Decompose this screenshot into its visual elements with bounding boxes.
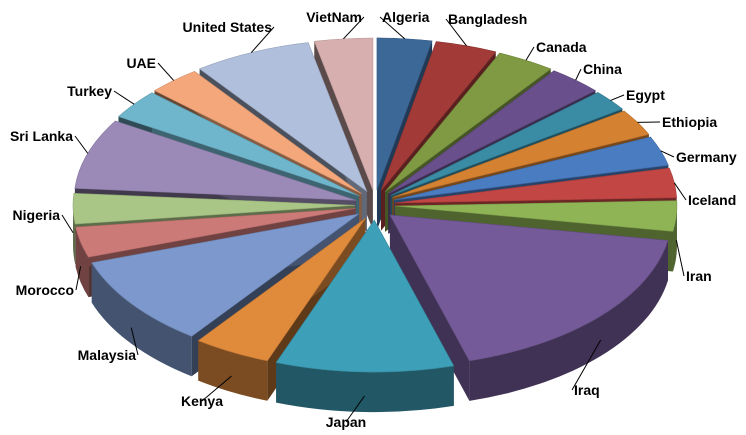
slice-side	[198, 340, 268, 401]
leader-line	[660, 150, 675, 158]
slice-side	[276, 362, 454, 413]
slice-top	[313, 37, 374, 191]
slice-top	[117, 92, 360, 197]
leader-line	[74, 135, 89, 154]
leader-line	[610, 94, 625, 101]
slice-side	[73, 205, 76, 265]
leader-line	[673, 182, 687, 201]
slice-side	[75, 227, 89, 298]
leader-line	[157, 62, 175, 81]
slice-label: Japan	[326, 414, 366, 430]
slice-side	[469, 240, 668, 401]
slice-label: Iraq	[574, 382, 600, 398]
slice-top	[394, 200, 678, 232]
slice-label: UAE	[126, 55, 156, 71]
slice-top	[91, 213, 360, 337]
slice-label: Kenya	[181, 393, 223, 409]
slice-label: Bangladesh	[448, 11, 527, 27]
slice-side	[91, 262, 192, 377]
slice-label: Germany	[676, 149, 737, 165]
slice-side	[672, 206, 677, 272]
leader-line	[250, 26, 275, 53]
leader-line	[113, 90, 135, 105]
slice-top	[275, 219, 455, 373]
leader-line	[379, 16, 405, 40]
slice-label: Malaysia	[78, 347, 137, 363]
slice-top	[384, 52, 552, 193]
slice-top	[389, 214, 669, 362]
slice-top	[153, 71, 362, 195]
slice-label: Morocco	[16, 282, 74, 298]
leader-line	[345, 395, 365, 423]
leader-line	[571, 339, 602, 391]
leader-line	[61, 214, 74, 233]
slice-label: Canada	[536, 39, 587, 55]
slice-top	[388, 70, 597, 194]
leader-line	[130, 327, 139, 356]
pie-slices	[72, 37, 678, 413]
slice-label: Nigeria	[13, 207, 61, 223]
slice-top	[197, 218, 366, 362]
slice-top	[198, 42, 368, 193]
slice-label: China	[583, 61, 622, 77]
slice-label: Ethiopia	[662, 114, 717, 130]
slice-wall	[389, 215, 470, 401]
leader-line	[343, 16, 365, 40]
leader-line	[675, 240, 685, 277]
leader-line	[201, 375, 232, 402]
slice-label: VietNam	[306, 9, 362, 25]
pie-slice-japan	[275, 219, 455, 413]
leader-line	[575, 68, 582, 81]
slice-label: Turkey	[67, 83, 112, 99]
pie-slice-iraq	[389, 214, 669, 401]
slice-label: Egypt	[626, 87, 665, 103]
slice-label: Algeria	[382, 9, 430, 25]
slice-top	[72, 192, 356, 225]
leader-line	[525, 46, 535, 61]
slice-label: United States	[183, 19, 273, 35]
slice-top	[380, 41, 497, 191]
slice-label: Sri Lanka	[10, 128, 73, 144]
slice-label: Iceland	[688, 192, 736, 208]
slice-label: Iran	[686, 268, 712, 284]
leader-line	[75, 266, 82, 291]
leader-line	[445, 18, 467, 47]
slice-top	[75, 208, 356, 258]
